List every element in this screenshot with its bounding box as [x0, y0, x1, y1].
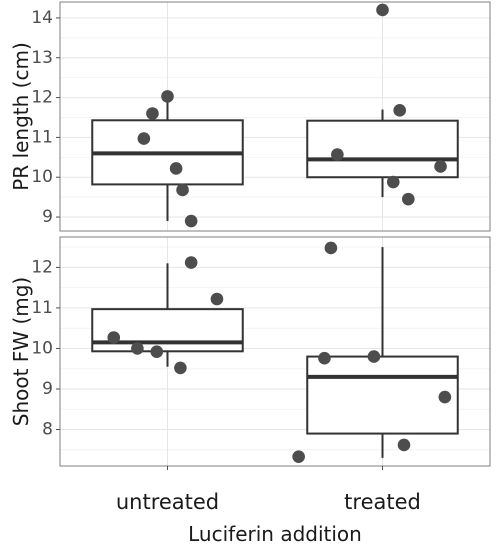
data-point: [174, 361, 187, 375]
data-point: [393, 104, 407, 117]
y-axis-title: PR length (cm): [9, 42, 33, 191]
y-tick-label: 10: [31, 167, 53, 187]
data-point: [397, 438, 411, 452]
y-axis-title: Shoot FW (mg): [9, 277, 33, 426]
boxplot-untreated: [91, 97, 244, 222]
data-point: [210, 292, 224, 306]
data-point: [131, 342, 144, 355]
box-iqr: [91, 308, 244, 353]
data-point: [292, 450, 305, 463]
y-tick-label: 11: [31, 127, 53, 147]
data-point: [184, 214, 198, 228]
data-point: [184, 256, 198, 269]
data-point: [367, 350, 381, 363]
y-tick-label: 14: [31, 8, 53, 28]
y-tick-label: 8: [42, 420, 53, 440]
data-point: [137, 132, 151, 145]
data-point: [331, 148, 344, 161]
panel-border: [59, 1, 491, 232]
data-point: [434, 160, 447, 173]
data-point: [318, 351, 331, 365]
data-point: [146, 107, 159, 120]
panel-border: [59, 236, 491, 467]
y-tick-label: 12: [31, 88, 53, 108]
y-tick-label: 13: [31, 48, 53, 68]
data-point: [169, 162, 183, 175]
data-point: [324, 241, 338, 255]
panel-1: 9 10 11 12 13 14 PR length (cm): [9, 1, 491, 232]
x-tick-label: untreated: [116, 490, 219, 514]
data-point: [107, 331, 121, 344]
data-point: [402, 192, 415, 206]
data-point: [161, 90, 174, 103]
data-point: [150, 345, 164, 359]
data-point: [386, 175, 400, 189]
boxplot-treated: [306, 109, 459, 198]
data-point: [438, 390, 452, 404]
y-tick-label: 10: [31, 338, 53, 358]
data-point: [376, 3, 389, 17]
x-tick-label: treated: [344, 490, 421, 514]
box-iqr: [306, 355, 459, 435]
x-axis-title: Luciferin addition: [188, 522, 362, 545]
y-tick-label: 11: [31, 298, 53, 318]
boxplot-treated: [306, 247, 459, 458]
panel-background: [60, 2, 490, 231]
y-tick-label: 9: [42, 379, 53, 399]
y-tick-label: 12: [31, 257, 53, 277]
box-iqr: [306, 119, 459, 179]
y-tick-label: 9: [42, 207, 53, 227]
data-point: [176, 183, 189, 197]
